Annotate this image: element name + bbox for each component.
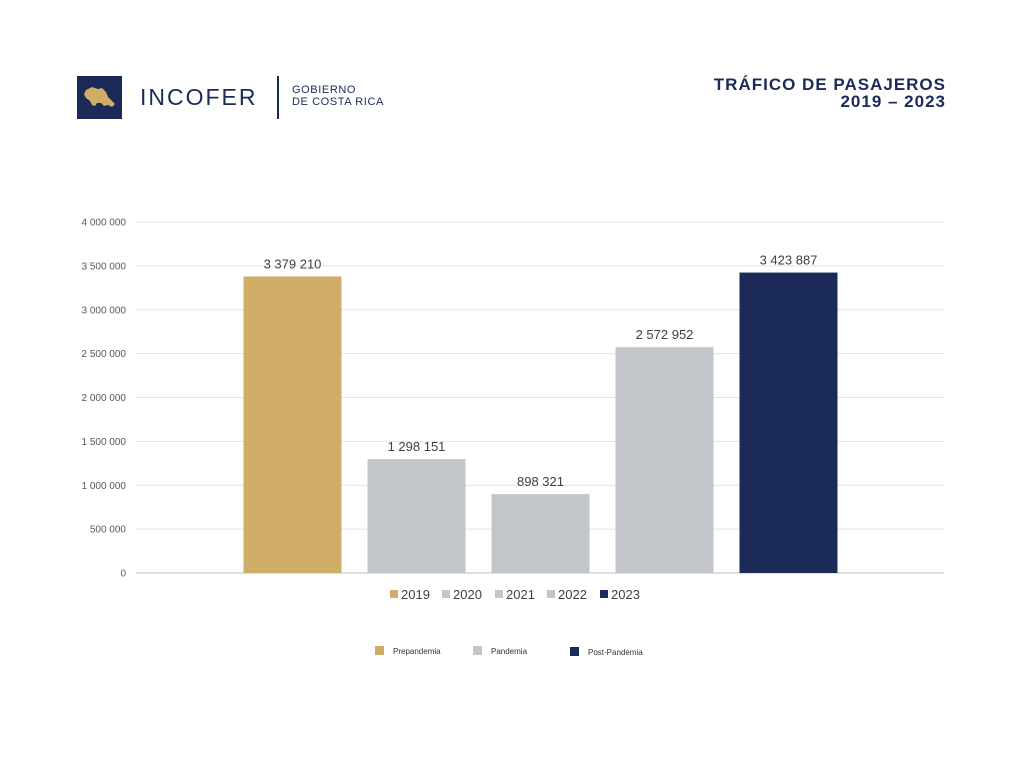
brand-name: INCOFER (140, 84, 258, 110)
data-labels: 3 379 210 1 298 151 898 321 2 572 952 3 423 … (264, 253, 818, 490)
period-label-pandemia: Pandemia (491, 647, 528, 656)
legend-swatch-2022 (547, 590, 555, 598)
legend-label-2022: 2022 (558, 587, 587, 602)
period-label-prepandemia: Prepandemia (393, 647, 441, 656)
y-tick-label: 2 000 000 (82, 393, 127, 404)
period-label-post-pandemia: Post-Pandemia (588, 648, 643, 657)
value-label-2022: 2 572 952 (636, 327, 694, 342)
logo-emblem (77, 76, 122, 119)
y-tick-label: 0 (120, 569, 126, 580)
period-legend: Prepandemia Pandemia Post-Pandemia (375, 646, 643, 657)
government-line-1: GOBIERNO (292, 84, 357, 96)
legend-swatch-2020 (442, 590, 450, 598)
legend-label-2021: 2021 (506, 587, 535, 602)
brand-divider (277, 76, 279, 119)
y-tick-label: 4 000 000 (82, 218, 127, 229)
legend-label-2019: 2019 (401, 587, 430, 602)
y-tick-label: 3 500 000 (82, 261, 127, 272)
legend-label-2020: 2020 (453, 587, 482, 602)
value-label-2021: 898 321 (517, 474, 564, 489)
legend-swatch-2023 (600, 590, 608, 598)
bars (243, 272, 838, 573)
report-title: TRÁFICO DE PASAJEROS 2019 – 2023 (714, 76, 946, 110)
legend-swatch-2019 (390, 590, 398, 598)
legend-swatch-2021 (495, 590, 503, 598)
government-line-2: DE COSTA RICA (292, 96, 384, 108)
y-tick-label: 2 500 000 (82, 349, 127, 360)
header: INCOFER GOBIERNO DE COSTA RICA TRÁFICO D… (0, 0, 1024, 140)
period-swatch-prepandemia (375, 646, 384, 655)
value-label-2020: 1 298 151 (388, 439, 446, 454)
series-legend: 2019 2020 2021 2022 2023 (390, 587, 640, 602)
y-tick-label: 1 500 000 (82, 437, 127, 448)
bar-2023 (739, 272, 838, 573)
government-label: GOBIERNO DE COSTA RICA (292, 84, 384, 108)
bar-2020 (367, 459, 466, 573)
legend-label-2023: 2023 (611, 587, 640, 602)
y-tick-label: 1 000 000 (82, 481, 127, 492)
report-title-line-1: TRÁFICO DE PASAJEROS (713, 75, 946, 94)
period-swatch-post-pandemia (570, 647, 579, 656)
y-tick-label: 3 000 000 (82, 305, 127, 316)
y-axis-ticks: 0 500 000 1 000 000 1 500 000 2 000 000 2 500… (82, 218, 127, 580)
report-title-line-2: 2019 – 2023 (840, 92, 946, 111)
bar-2021 (491, 494, 590, 573)
value-label-2019: 3 379 210 (264, 256, 322, 271)
costa-rica-map-icon (84, 87, 115, 107)
bar-2019 (243, 276, 342, 573)
y-tick-label: 500 000 (90, 525, 127, 536)
value-label-2023: 3 423 887 (760, 253, 818, 268)
bar-2022 (615, 347, 714, 573)
period-swatch-pandemia (473, 646, 482, 655)
